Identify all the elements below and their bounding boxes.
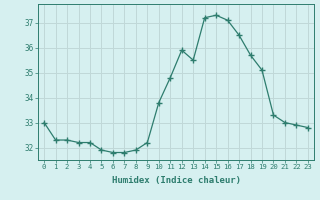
X-axis label: Humidex (Indice chaleur): Humidex (Indice chaleur) bbox=[111, 176, 241, 185]
